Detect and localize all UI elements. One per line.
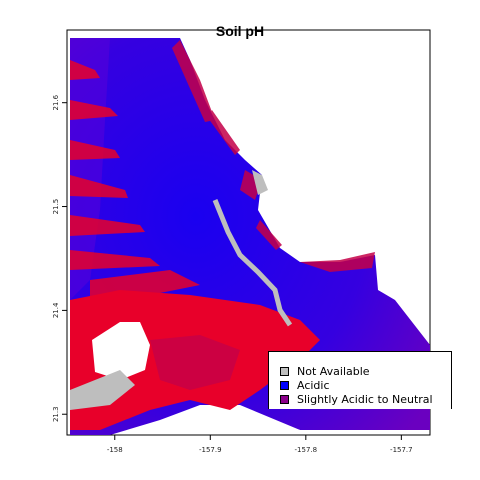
x-tick-label: -157.7 <box>390 446 413 454</box>
y-tick-label: 21.5 <box>52 199 60 215</box>
raster-layer <box>70 38 430 435</box>
x-tick-label: -157.8 <box>295 446 318 454</box>
y-tick-label: 21.6 <box>52 94 60 110</box>
legend-label: Not Available <box>297 364 370 378</box>
legend-label: Slightly Acidic to Neutral <box>297 392 433 406</box>
legend-item-slightly-acidic-to-neutral: Slightly Acidic to Neutral <box>280 392 433 406</box>
legend: Not Available Acidic Slightly Acidic to … <box>268 351 452 409</box>
coastal-inlet <box>252 170 268 195</box>
legend-swatch <box>280 394 289 404</box>
x-tick-label: -157.9 <box>199 446 222 454</box>
south-water <box>200 410 300 430</box>
legend-item-acidic: Acidic <box>280 378 330 392</box>
y-tick-label: 21.4 <box>52 302 60 318</box>
south-crimson-zone <box>150 335 240 390</box>
y-axis: 21.3 21.4 21.5 21.6 <box>52 94 67 422</box>
legend-swatch <box>280 380 289 390</box>
plot-frame <box>66 29 431 436</box>
harbor-water <box>92 322 150 380</box>
x-axis: -158 -157.9 -157.8 -157.7 <box>107 435 413 454</box>
x-tick-label: -158 <box>107 446 123 454</box>
legend-label: Acidic <box>297 378 330 392</box>
sw-not-available <box>70 370 135 410</box>
legend-swatch <box>280 366 289 376</box>
map-title: Soil pH <box>215 23 265 39</box>
stream-channel <box>212 199 293 327</box>
y-tick-label: 21.3 <box>52 406 60 422</box>
legend-item-not-available: Not Available <box>280 364 370 378</box>
ridge-fingers-east <box>172 40 375 272</box>
